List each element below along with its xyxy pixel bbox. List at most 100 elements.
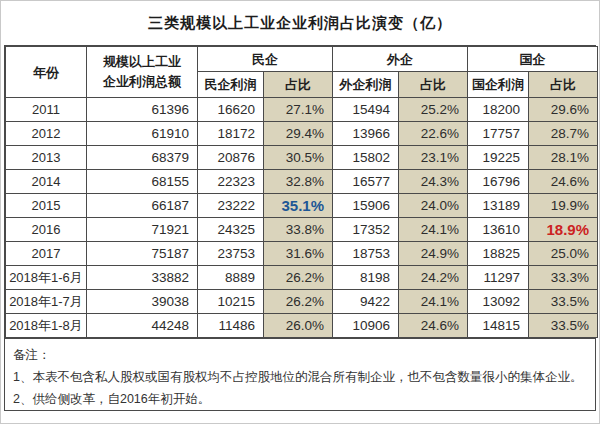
year-cell: 2016 bbox=[6, 218, 87, 242]
private-share-cell: 35.1% bbox=[264, 194, 333, 218]
title-bar: 三类规模以上工业企业利润占比演变（亿） bbox=[1, 1, 599, 45]
foreign-share-cell: 25.2% bbox=[399, 98, 468, 122]
header-group-row: 年份 规模以上工业 企业利润总额 民企 外企 国企 bbox=[6, 47, 598, 72]
foreign-share-cell: 24.3% bbox=[399, 170, 468, 194]
year-cell: 2018年1-6月 bbox=[6, 266, 87, 290]
state-profit-cell: 19225 bbox=[468, 146, 529, 170]
profit-table-frame: 年份 规模以上工业 企业利润总额 民企 外企 国企 民企利润 占比 外企利润 占… bbox=[4, 45, 596, 411]
foreign-share-cell: 24.1% bbox=[399, 218, 468, 242]
total-profit-cell: 75187 bbox=[87, 242, 198, 266]
total-profit-cell: 39038 bbox=[87, 290, 198, 314]
table-row: 2017751872375331.6%1875324.9%1882525.0% bbox=[6, 242, 598, 266]
state-share-cell: 33.5% bbox=[529, 290, 598, 314]
state-share-cell: 28.1% bbox=[529, 146, 598, 170]
table-row: 2018年1-7月390381021526.2%942224.1%1309233… bbox=[6, 290, 598, 314]
private-share-cell: 30.5% bbox=[264, 146, 333, 170]
state-profit-cell: 13189 bbox=[468, 194, 529, 218]
private-share-cell: 26.2% bbox=[264, 266, 333, 290]
foreign-share-cell: 22.6% bbox=[399, 122, 468, 146]
year-cell: 2013 bbox=[6, 146, 87, 170]
foreign-profit-cell: 8198 bbox=[333, 266, 399, 290]
note-line-1: 1、本表不包含私人股权或国有股权均不占控股地位的混合所有制企业，也不包含数量很小… bbox=[13, 366, 587, 388]
state-profit-cell: 18200 bbox=[468, 98, 529, 122]
col-header-total-profit: 规模以上工业 企业利润总额 bbox=[87, 47, 198, 98]
col-header-state-share: 占比 bbox=[529, 72, 598, 98]
total-profit-cell: 68379 bbox=[87, 146, 198, 170]
year-cell: 2012 bbox=[6, 122, 87, 146]
state-share-cell: 24.6% bbox=[529, 170, 598, 194]
foreign-profit-cell: 15906 bbox=[333, 194, 399, 218]
private-profit-cell: 22323 bbox=[198, 170, 264, 194]
year-cell: 2018年1-7月 bbox=[6, 290, 87, 314]
col-header-private-share: 占比 bbox=[264, 72, 333, 98]
total-profit-cell: 61910 bbox=[87, 122, 198, 146]
foreign-profit-cell: 15494 bbox=[333, 98, 399, 122]
table-graphic: 三类规模以上工业企业利润占比演变（亿） 年份 规模以上工业 企业利润总额 民企 … bbox=[0, 0, 600, 424]
state-share-cell: 28.7% bbox=[529, 122, 598, 146]
year-cell: 2017 bbox=[6, 242, 87, 266]
foreign-profit-cell: 16577 bbox=[333, 170, 399, 194]
foreign-share-cell: 24.0% bbox=[399, 194, 468, 218]
private-profit-cell: 18172 bbox=[198, 122, 264, 146]
state-profit-cell: 11297 bbox=[468, 266, 529, 290]
group-header-state: 国企 bbox=[468, 47, 598, 72]
total-profit-cell: 71921 bbox=[87, 218, 198, 242]
total-profit-cell: 66187 bbox=[87, 194, 198, 218]
col-header-total-line2: 企业利润总额 bbox=[103, 74, 181, 89]
private-profit-cell: 11486 bbox=[198, 314, 264, 338]
state-share-cell: 19.9% bbox=[529, 194, 598, 218]
private-share-cell: 32.8% bbox=[264, 170, 333, 194]
table-row: 2015661872322235.1%1590624.0%1318919.9% bbox=[6, 194, 598, 218]
year-cell: 2018年1-8月 bbox=[6, 314, 87, 338]
col-header-foreign-share: 占比 bbox=[399, 72, 468, 98]
col-header-foreign-profit: 外企利润 bbox=[333, 72, 399, 98]
private-share-cell: 31.6% bbox=[264, 242, 333, 266]
foreign-share-cell: 24.2% bbox=[399, 266, 468, 290]
year-cell: 2015 bbox=[6, 194, 87, 218]
state-profit-cell: 16796 bbox=[468, 170, 529, 194]
state-share-cell: 29.6% bbox=[529, 98, 598, 122]
foreign-profit-cell: 10906 bbox=[333, 314, 399, 338]
state-share-cell: 33.3% bbox=[529, 266, 598, 290]
table-row: 2012619101817229.4%1396622.6%1775728.7% bbox=[6, 122, 598, 146]
table-row: 2011613961662027.1%1549425.2%1820029.6% bbox=[6, 98, 598, 122]
notes-section: 备注： 1、本表不包含私人股权或国有股权均不占控股地位的混合所有制企业，也不包含… bbox=[5, 338, 595, 410]
table-row: 2018年1-6月33882888926.2%819824.2%1129733.… bbox=[6, 266, 598, 290]
private-profit-cell: 23222 bbox=[198, 194, 264, 218]
note-line-2: 2、供给侧改革，自2016年初开始。 bbox=[13, 388, 587, 410]
col-header-year: 年份 bbox=[6, 47, 87, 98]
foreign-share-cell: 23.1% bbox=[399, 146, 468, 170]
state-share-cell: 33.5% bbox=[529, 314, 598, 338]
table-row: 2014681552232332.8%1657724.3%1679624.6% bbox=[6, 170, 598, 194]
total-profit-cell: 61396 bbox=[87, 98, 198, 122]
private-share-cell: 26.2% bbox=[264, 290, 333, 314]
total-profit-cell: 68155 bbox=[87, 170, 198, 194]
notes-label: 备注： bbox=[13, 344, 587, 366]
page-title: 三类规模以上工业企业利润占比演变（亿） bbox=[148, 14, 452, 33]
profit-table: 年份 规模以上工业 企业利润总额 民企 外企 国企 民企利润 占比 外企利润 占… bbox=[5, 46, 598, 338]
state-share-cell: 18.9% bbox=[529, 218, 598, 242]
private-share-cell: 27.1% bbox=[264, 98, 333, 122]
private-profit-cell: 24325 bbox=[198, 218, 264, 242]
table-row: 2018年1-8月442481148626.0%1090624.6%148153… bbox=[6, 314, 598, 338]
col-header-private-profit: 民企利润 bbox=[198, 72, 264, 98]
private-share-cell: 26.0% bbox=[264, 314, 333, 338]
private-profit-cell: 16620 bbox=[198, 98, 264, 122]
group-header-foreign: 外企 bbox=[333, 47, 468, 72]
year-cell: 2014 bbox=[6, 170, 87, 194]
total-profit-cell: 33882 bbox=[87, 266, 198, 290]
foreign-profit-cell: 17352 bbox=[333, 218, 399, 242]
foreign-profit-cell: 15802 bbox=[333, 146, 399, 170]
foreign-share-cell: 24.1% bbox=[399, 290, 468, 314]
foreign-share-cell: 24.6% bbox=[399, 314, 468, 338]
table-body: 2011613961662027.1%1549425.2%1820029.6%2… bbox=[6, 98, 598, 338]
table-row: 2013683792087630.5%1580223.1%1922528.1% bbox=[6, 146, 598, 170]
state-profit-cell: 13092 bbox=[468, 290, 529, 314]
state-profit-cell: 14815 bbox=[468, 314, 529, 338]
col-header-total-line1: 规模以上工业 bbox=[103, 54, 181, 69]
private-profit-cell: 20876 bbox=[198, 146, 264, 170]
private-share-cell: 29.4% bbox=[264, 122, 333, 146]
private-profit-cell: 8889 bbox=[198, 266, 264, 290]
state-profit-cell: 17757 bbox=[468, 122, 529, 146]
foreign-profit-cell: 13966 bbox=[333, 122, 399, 146]
